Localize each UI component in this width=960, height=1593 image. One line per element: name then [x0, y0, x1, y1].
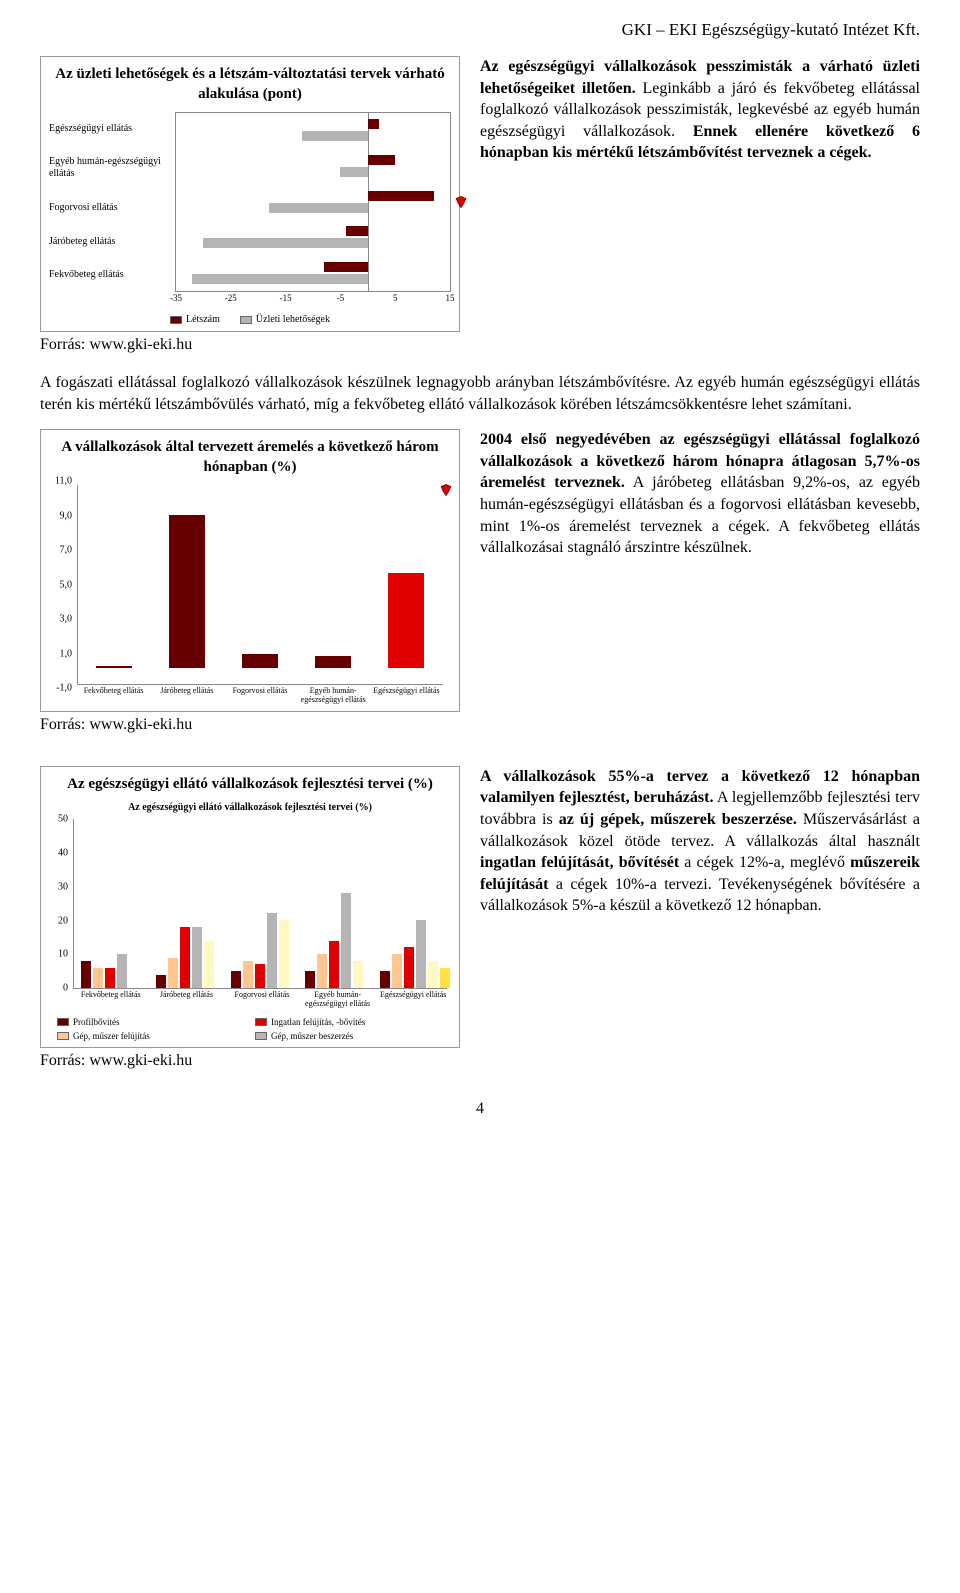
chart1-plot: -35-25-15-5515: [175, 112, 451, 292]
chart1-title: Az üzleti lehetőségek és a létszám-válto…: [49, 65, 451, 104]
chart1-box: Az üzleti lehetőségek és a létszám-válto…: [40, 56, 460, 332]
chart3-bar: [416, 920, 426, 988]
block-2: A vállalkozások által tervezett áremelés…: [40, 429, 920, 734]
chart3-box: Az egészségügyi ellátó vállalkozások fej…: [40, 766, 460, 1048]
chart2-title: A vállalkozások által tervezett áremelés…: [49, 438, 451, 477]
para4: A vállalkozások 55%-a tervez a következő…: [480, 766, 920, 917]
chart3-bar: [440, 968, 450, 988]
legend-item: Létszám: [170, 314, 220, 325]
chart2-xlabel: Egyéb humán-egészségügyi ellátás: [297, 687, 370, 705]
chart3-bar: [231, 971, 241, 988]
chart1-row: [176, 119, 450, 147]
chart1-legend: Létszám Üzleti lehetőségek: [49, 314, 451, 325]
chart3-group: [380, 920, 450, 988]
chart3-xlabel: Fogorvosi ellátás: [224, 991, 300, 1009]
para1: Az egészségügyi vállalkozások pesszimist…: [480, 56, 920, 164]
legend-item: Ingatlan felújítás, -bővítés: [255, 1017, 443, 1027]
chart1-bar: [269, 203, 368, 213]
chart1-category-label: Egyéb humán-egészségügyi ellátás: [49, 156, 169, 180]
chart1-bar: [203, 238, 367, 248]
chart3-group: [81, 954, 127, 988]
chart3-xlabels: Fekvőbeteg ellátásJáróbeteg ellátásFogor…: [73, 991, 451, 1009]
chart1-bar: [192, 274, 367, 284]
block-1: Az üzleti lehetőségek és a létszám-válto…: [40, 56, 920, 354]
chart1-category-label: Egészségügyi ellátás: [49, 123, 169, 135]
chart2-xlabels: Fekvőbeteg ellátásJáróbeteg ellátásFogor…: [77, 687, 443, 705]
chart1-bar: [368, 119, 379, 129]
chart3-bar: [243, 961, 253, 988]
chart2-xlabel: Járóbeteg ellátás: [150, 687, 223, 705]
chart1-bar: [302, 131, 368, 141]
chart1-row: [176, 191, 450, 219]
chart3-bar: [305, 971, 315, 988]
chart3-bar: [428, 961, 438, 988]
chart3-group: [305, 893, 363, 988]
chart3-plot: 50403020100: [73, 819, 447, 989]
chart1-row: [176, 155, 450, 183]
chart1-bar: [324, 262, 368, 272]
page-header: GKI – EKI Egészségügy-kutató Intézet Kft…: [40, 20, 920, 40]
chart1-bar: [368, 155, 395, 165]
chart3-group: [156, 927, 214, 988]
chart1-row: [176, 262, 450, 290]
chart2-xlabel: Egészségügyi ellátás: [370, 687, 443, 705]
chart3-bar: [105, 968, 115, 988]
chart3-bar: [341, 893, 351, 988]
chart-clip-icon: [454, 195, 468, 209]
chart2-xlabel: Fogorvosi ellátás: [223, 687, 296, 705]
para2: A fogászati ellátással foglalkozó vállal…: [40, 372, 920, 415]
chart3-xlabel: Járóbeteg ellátás: [149, 991, 225, 1009]
chart3-group: [231, 913, 289, 988]
chart1-ylabels: Egészségügyi ellátás Egyéb humán-egészség…: [49, 112, 169, 292]
source-2: Forrás: www.gki-eki.hu: [40, 716, 460, 734]
chart3-bar: [180, 927, 190, 988]
chart3-bar: [267, 913, 277, 988]
source-3: Forrás: www.gki-eki.hu: [40, 1052, 460, 1070]
chart2-plot: 11,09,07,05,03,01,0-1,0: [77, 485, 443, 685]
legend-item: Üzleti lehetőségek: [240, 314, 330, 325]
chart3-bar: [329, 941, 339, 989]
chart3-xlabel: Fekvőbeteg ellátás: [73, 991, 149, 1009]
chart3-title: Az egészségügyi ellátó vállalkozások fej…: [49, 775, 451, 795]
chart1-category-label: Járóbeteg ellátás: [49, 236, 169, 248]
chart1-bar: [346, 226, 368, 236]
chart2-bar: [169, 515, 205, 668]
chart1-bar: [340, 167, 367, 177]
legend-item: Profilbővítés: [57, 1017, 245, 1027]
chart3-bar: [255, 964, 265, 988]
page-number: 4: [40, 1100, 920, 1118]
source-1: Forrás: www.gki-eki.hu: [40, 336, 460, 354]
legend-item: Gép, műszer felújítás: [57, 1031, 245, 1041]
chart3-bar: [156, 975, 166, 989]
chart2-bar: [315, 656, 351, 668]
para3: 2004 első negyedévében az egészségügyi e…: [480, 429, 920, 559]
chart2-box: A vállalkozások által tervezett áremelés…: [40, 429, 460, 712]
chart3-subtitle: Az egészségügyi ellátó vállalkozások fej…: [49, 802, 451, 813]
chart1-category-label: Fekvőbeteg ellátás: [49, 269, 169, 281]
chart2-bar: [388, 573, 424, 668]
chart3-bar: [192, 927, 202, 988]
chart1-bar: [368, 191, 434, 201]
legend-item: Gép, műszer beszerzés: [255, 1031, 443, 1041]
chart3-bar: [317, 954, 327, 988]
chart3-bar: [353, 961, 363, 988]
chart1-category-label: Fogorvosi ellátás: [49, 202, 169, 214]
chart2-bar: [242, 654, 278, 667]
chart3-bar: [204, 941, 214, 989]
chart3-bar: [279, 920, 289, 988]
chart3-bar: [392, 954, 402, 988]
chart2-xlabel: Fekvőbeteg ellátás: [77, 687, 150, 705]
chart3-bar: [81, 961, 91, 988]
chart1-row: [176, 226, 450, 254]
chart3-legend: Profilbővítés Ingatlan felújítás, -bővíté…: [49, 1017, 451, 1041]
chart2-bar: [96, 666, 132, 668]
chart3-xlabel: Egyéb humán-egészségügyi ellátás: [300, 991, 376, 1009]
chart3-bar: [117, 954, 127, 988]
chart3-bar: [380, 971, 390, 988]
block-3: Az egészségügyi ellátó vállalkozások fej…: [40, 766, 920, 1070]
chart3-bar: [404, 947, 414, 988]
chart3-xlabel: Egészségügyi ellátás: [375, 991, 451, 1009]
chart3-bar: [168, 958, 178, 989]
chart3-bar: [93, 968, 103, 988]
